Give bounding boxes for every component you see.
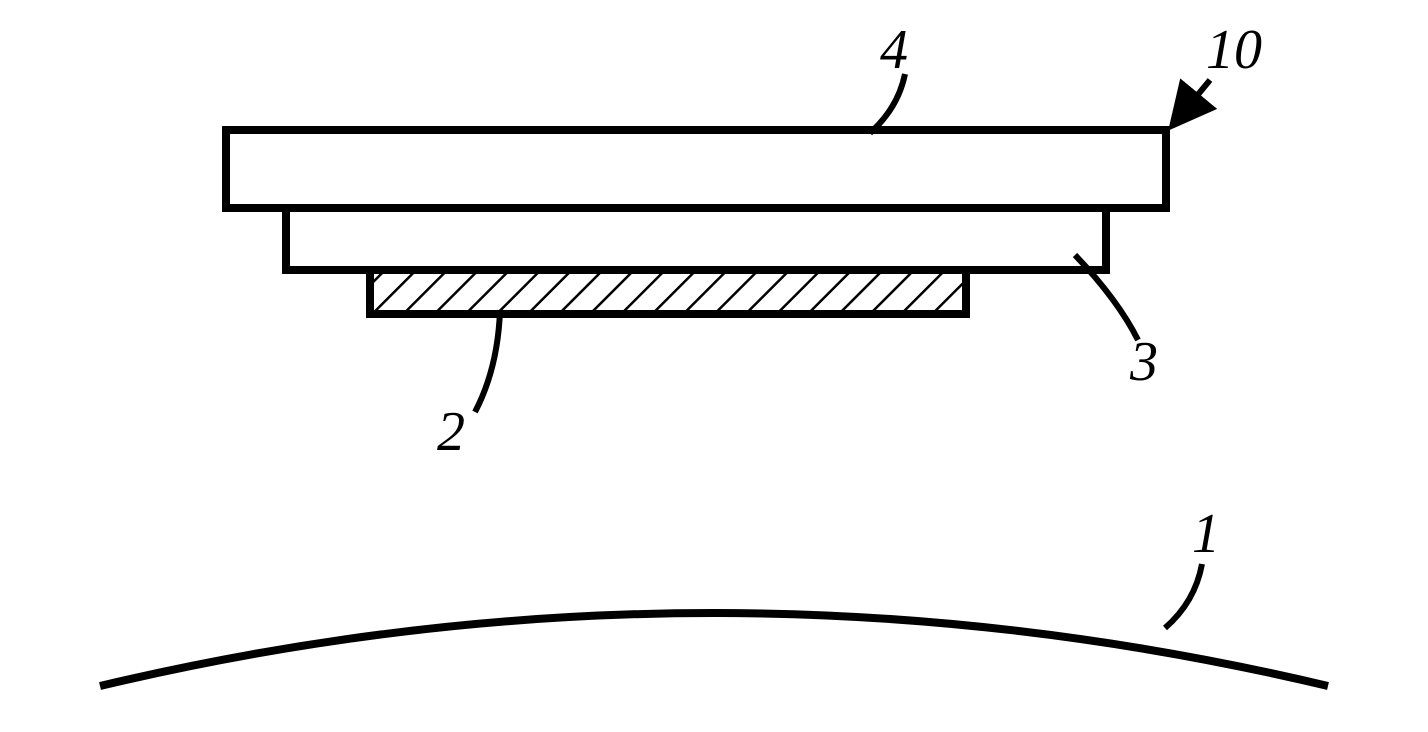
label-4: 4 [880,18,908,82]
layer-top [226,130,1166,208]
base-arc [100,613,1328,686]
leader-10 [1172,80,1210,126]
leader-1 [1165,564,1202,628]
label-2: 2 [437,400,465,464]
leader-4 [870,74,905,133]
label-10: 10 [1206,18,1262,82]
diagram-svg [0,0,1428,732]
layer-hatched-fill [370,270,966,314]
label-1: 1 [1192,502,1220,566]
label-3: 3 [1130,330,1158,394]
leader-2 [475,310,500,412]
layer-mid [286,208,1106,270]
